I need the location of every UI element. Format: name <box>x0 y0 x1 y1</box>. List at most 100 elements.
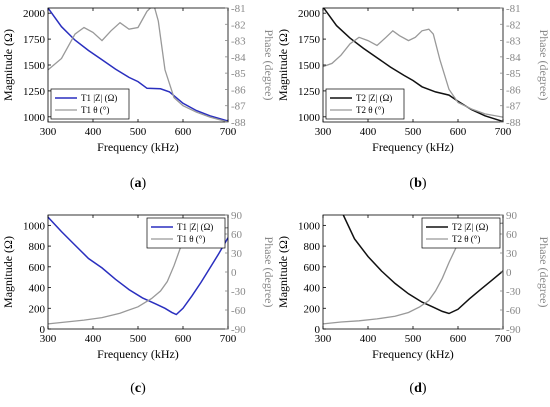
x-axis-label: Frequency (kHz) <box>372 347 454 361</box>
panel-caption-a: (a) <box>129 176 147 191</box>
y-left-tick-label: 400 <box>29 283 46 295</box>
y-right-tick-label: -85 <box>506 68 521 80</box>
y-left-tick-label: 1000 <box>298 112 321 124</box>
legend-entry: T1 θ (°) <box>81 105 109 115</box>
legend: T2 |Z| (Ω) T2 θ (°) <box>421 217 501 249</box>
y-right-tick-label: -84 <box>231 52 246 64</box>
y-right-tick-label: -88 <box>231 117 246 129</box>
y-right-tick-label: -84 <box>506 52 521 64</box>
legend-entry: T2 θ (°) <box>452 234 480 244</box>
y-right-axis-label: Phase (degree) <box>262 237 276 308</box>
y-left-tick-label: 200 <box>29 303 46 315</box>
x-tick-label: 500 <box>405 333 422 345</box>
legend-entry: T1 |Z| (Ω) <box>177 222 213 232</box>
x-tick-label: 500 <box>405 126 422 138</box>
y-left-tick-label: 1750 <box>298 34 321 46</box>
x-tick-label: 500 <box>130 126 147 138</box>
y-left-tick-label: 0 <box>40 324 46 336</box>
x-tick-label: 500 <box>130 333 147 345</box>
y-right-tick-label: 60 <box>506 229 518 241</box>
y-left-axis-label: Magnitude (Ω) <box>1 236 15 308</box>
x-tick-label: 400 <box>360 126 377 138</box>
legend-entry: T1 θ (°) <box>177 234 205 244</box>
y-right-tick-label: -88 <box>506 117 521 129</box>
chart-panel-d: 300 400 500 600 700020040060080010009060300-… <box>276 210 550 361</box>
panel-caption-b: (b) <box>409 176 427 191</box>
x-tick-label: 700 <box>495 126 512 138</box>
y-left-tick-label: 1000 <box>23 112 46 124</box>
y-right-tick-label: -30 <box>231 286 246 298</box>
legend: T1 |Z| (Ω) T1 θ (°) <box>50 88 130 120</box>
magnitude-series-line <box>48 8 228 122</box>
chart-panel-c: 300 400 500 600 700020040060080010009060300-… <box>1 210 276 361</box>
y-left-tick-label: 800 <box>304 241 321 253</box>
y-left-tick-label: 1250 <box>23 86 46 98</box>
y-left-tick-label: 600 <box>304 262 321 274</box>
x-axis-label: Frequency (kHz) <box>372 140 454 154</box>
y-right-tick-label: 60 <box>231 229 243 241</box>
x-tick-label: 400 <box>85 333 102 345</box>
y-left-tick-label: 1500 <box>298 60 321 72</box>
y-right-tick-label: 90 <box>506 210 518 222</box>
chart-panel-b: 300 400 500 600 700 1000 1250 1500 1750 2000 -81 -8… <box>276 3 550 154</box>
y-right-tick-label: -90 <box>506 324 521 336</box>
y-right-tick-label: 30 <box>231 248 243 260</box>
x-axis-label: Frequency (kHz) <box>97 347 179 361</box>
y-left-axis-label: Magnitude (Ω) <box>1 29 15 101</box>
y-right-tick-label: -86 <box>231 84 246 96</box>
phase-series-line <box>323 28 503 118</box>
y-right-tick-label: -86 <box>506 84 521 96</box>
legend-entry: T2 |Z| (Ω) <box>452 222 488 232</box>
panel-caption-c: (c) <box>130 381 146 396</box>
y-left-tick-label: 400 <box>304 283 321 295</box>
legend-entry: T2 |Z| (Ω) <box>356 93 392 103</box>
y-right-tick-label: -87 <box>506 101 521 113</box>
x-tick-label: 300 <box>40 333 57 345</box>
legend: T1 |Z| (Ω) T1 θ (°) <box>146 217 226 249</box>
y-left-tick-label: 2000 <box>298 8 321 20</box>
y-right-tick-label: -82 <box>506 19 521 31</box>
y-left-tick-label: 1000 <box>298 220 321 232</box>
y-right-tick-label: -60 <box>231 305 246 317</box>
y-left-tick-label: 1750 <box>23 34 46 46</box>
y-right-tick-label: 0 <box>506 267 512 279</box>
panel-caption-d: (d) <box>409 381 427 396</box>
y-left-tick-label: 0 <box>315 324 321 336</box>
x-tick-label: 600 <box>450 333 467 345</box>
y-right-axis-label: Phase (degree) <box>262 30 276 101</box>
y-right-tick-label: -83 <box>506 36 521 48</box>
x-tick-label: 400 <box>360 333 377 345</box>
y-right-tick-label: 90 <box>231 210 243 222</box>
y-right-tick-label: -82 <box>231 19 246 31</box>
y-right-tick-label: -81 <box>231 3 246 15</box>
chart-panel-a: 300 400 500 600 700 1000 1250 1500 1750 2000 -81 -8… <box>1 3 276 154</box>
x-tick-label: 300 <box>315 126 332 138</box>
y-right-tick-label: -60 <box>506 305 521 317</box>
x-axis-label: Frequency (kHz) <box>97 140 179 154</box>
y-right-axis-label: Phase (degree) <box>537 237 550 308</box>
y-left-tick-label: 1000 <box>23 220 46 232</box>
x-tick-label: 600 <box>175 333 192 345</box>
x-tick-label: 300 <box>315 333 332 345</box>
y-right-tick-label: -85 <box>231 68 246 80</box>
y-left-tick-label: 1250 <box>298 86 321 98</box>
y-left-axis-label: Magnitude (Ω) <box>276 236 290 308</box>
legend-entry: T1 |Z| (Ω) <box>81 93 117 103</box>
magnitude-series-line <box>342 215 503 315</box>
x-tick-label: 700 <box>220 126 237 138</box>
x-tick-label: 600 <box>450 126 467 138</box>
y-right-tick-label: -30 <box>506 286 521 298</box>
y-right-tick-label: -81 <box>506 3 521 15</box>
x-tick-label: 700 <box>220 333 237 345</box>
y-right-axis-label: Phase (degree) <box>537 30 550 101</box>
y-right-tick-label: -83 <box>231 36 246 48</box>
y-left-tick-label: 2000 <box>23 8 46 20</box>
y-left-tick-label: 600 <box>29 262 46 274</box>
magnitude-series-line <box>48 216 228 316</box>
x-tick-label: 600 <box>175 126 192 138</box>
y-left-tick-label: 1500 <box>23 60 46 72</box>
y-left-axis-label: Magnitude (Ω) <box>276 29 290 101</box>
y-left-tick-label: 200 <box>304 303 321 315</box>
legend-entry: T2 θ (°) <box>356 105 384 115</box>
legend: T2 |Z| (Ω) T2 θ (°) <box>325 88 405 120</box>
